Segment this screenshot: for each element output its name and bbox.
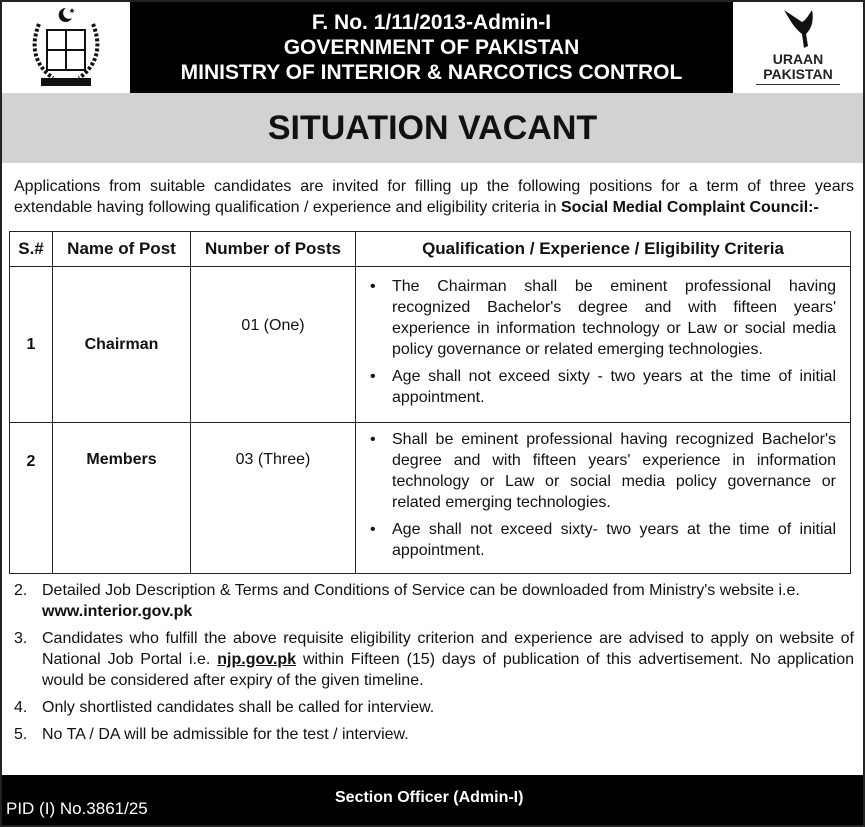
col-post: Name of Post: [52, 231, 191, 267]
note-item: 5. No TA / DA will be admissible for the …: [14, 724, 854, 745]
header-band: F. No. 1/11/2013-Admin-I GOVERNMENT OF P…: [130, 2, 733, 93]
njp-website-link[interactable]: njp.gov.pk: [217, 651, 297, 668]
government-emblem-logo: [2, 2, 130, 93]
pid-number: PID (I) No.3861/25: [6, 799, 148, 818]
file-number: F. No. 1/11/2013-Admin-I: [311, 11, 552, 34]
intro-paragraph: Applications from suitable candidates ar…: [14, 176, 854, 218]
note-text: Only shortlisted candidates shall be cal…: [42, 699, 435, 716]
intro-text: Applications from suitable candidates ar…: [14, 178, 854, 216]
note-number: 3.: [14, 630, 28, 647]
positions-table: S.# Name of Post Number of Posts Qualifi…: [9, 231, 851, 574]
uraan-pakistan-logo: URAAN PAKISTAN: [733, 2, 863, 93]
note-number: 4.: [14, 699, 28, 716]
ministry-title: MINISTRY OF INTERIOR & NARCOTICS CONTROL: [180, 61, 683, 84]
criteria-item: Age shall not exceed sixty - two years a…: [368, 366, 836, 408]
sno-cell: 2: [9, 422, 53, 574]
signatory: Section Officer (Admin-I): [335, 789, 524, 806]
sno-cell: 1: [9, 266, 53, 423]
footer-band: PID (I) No.3861/25 Section Officer (Admi…: [2, 775, 863, 825]
post-name: Members: [86, 451, 157, 468]
post-cell: Chairman: [52, 266, 191, 423]
situation-vacant-banner: SITUATION VACANT: [2, 93, 863, 163]
post-name: Chairman: [84, 335, 159, 353]
government-title: GOVERNMENT OF PAKISTAN: [283, 36, 580, 59]
note-text-after: within Fifteen (15) days of publication …: [42, 651, 855, 689]
post-count: 01 (One): [190, 266, 356, 423]
note-item: 2. Detailed Job Description & Terms and C…: [14, 580, 854, 622]
col-sno: S.#: [9, 231, 53, 267]
post-cell: Members: [52, 422, 191, 574]
criteria-cell: Shall be eminent professional having rec…: [355, 422, 851, 574]
note-text: Detailed Job Description & Terms and Con…: [42, 582, 800, 599]
note-number: 5.: [14, 726, 28, 743]
council-name: Social Medial Complaint Council: [561, 199, 809, 216]
sno: 2: [26, 453, 36, 470]
intro-suffix: :-: [808, 199, 819, 216]
criteria-item: Shall be eminent professional having rec…: [368, 429, 836, 513]
table-row: 2 Members 03 (Three) Shall be eminent pr…: [9, 422, 851, 574]
criteria-cell: The Chairman shall be eminent profession…: [355, 266, 851, 423]
ministry-website-link[interactable]: www.interior.gov.pk: [42, 603, 193, 620]
table-row: 1 Chairman 01 (One) The Chairman shall b…: [9, 266, 851, 423]
note-number: 2.: [14, 582, 28, 599]
criteria-item: Age shall not exceed sixty- two years at…: [368, 519, 836, 561]
col-count: Number of Posts: [190, 231, 356, 267]
criteria-item: The Chairman shall be eminent profession…: [368, 276, 836, 360]
note-item: 3. Candidates who fulfill the above requi…: [14, 628, 854, 691]
table-header-row: S.# Name of Post Number of Posts Qualifi…: [9, 231, 851, 267]
note-item: 4. Only shortlisted candidates shall be c…: [14, 697, 854, 718]
note-text: Candidates who fulfill the above requisi…: [42, 630, 854, 668]
post-count: 03 (Three): [190, 422, 356, 574]
col-criteria: Qualification / Experience / Eligibility…: [355, 231, 851, 267]
note-text: No TA / DA will be admissible for the te…: [42, 726, 409, 743]
sno: 1: [26, 335, 36, 353]
notes-list: 2. Detailed Job Description & Terms and C…: [14, 580, 854, 751]
